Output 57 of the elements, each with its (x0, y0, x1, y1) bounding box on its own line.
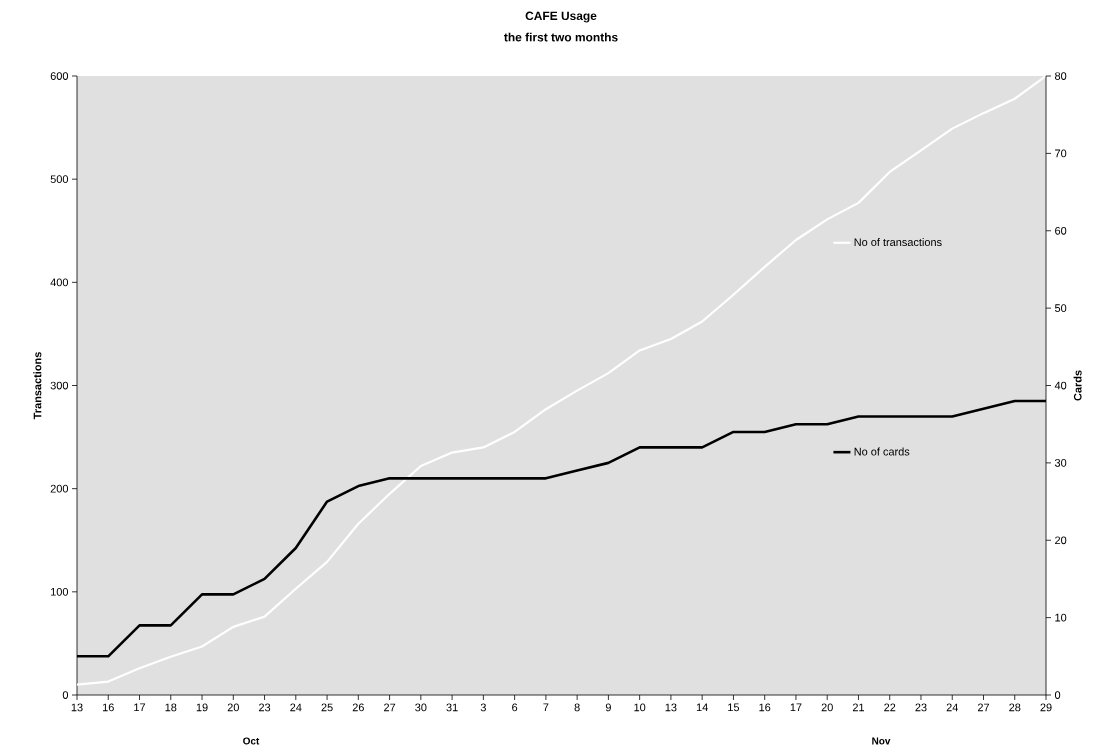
x-tick-label: 16 (759, 703, 771, 712)
x-tick-label: 7 (543, 703, 549, 712)
y-axis-title: Transactions (33, 352, 42, 420)
x-tick-label: 25 (321, 703, 333, 712)
x-tick-label: 18 (165, 703, 177, 712)
y-tick-label: 600 (50, 72, 69, 80)
y2-axis-title: Cards (1073, 370, 1082, 401)
x-tick-label: 16 (102, 703, 114, 712)
chart-subtitle: the first two months (504, 32, 618, 42)
x-tick-label: 19 (196, 703, 208, 712)
x-tick-label: 27 (977, 703, 990, 712)
x-tick-label: 20 (227, 703, 239, 712)
x-tick-label: 26 (352, 703, 364, 712)
chart-title: CAFE Usage (525, 11, 597, 23)
legend-label: No of cards (854, 447, 910, 456)
y-tick-label: 400 (50, 278, 69, 287)
y2-tick-label: 30 (1054, 459, 1067, 467)
y2-tick-label: 70 (1055, 149, 1067, 158)
y2-tick-label: 60 (1055, 226, 1067, 235)
x-tick-label: 28 (1009, 703, 1021, 712)
x-tick-label: 15 (728, 703, 740, 712)
x-tick-label: 29 (1040, 703, 1052, 712)
y-tick-label: 0 (62, 691, 69, 699)
x-tick-label: 22 (884, 703, 896, 712)
y-tick-label: 100 (51, 587, 69, 596)
y2-tick-label: 20 (1055, 536, 1067, 545)
y2-tick-label: 0 (1054, 691, 1061, 699)
y-tick-label: 300 (50, 381, 69, 390)
x-tick-label: 30 (415, 703, 427, 712)
x-tick-label: 31 (446, 703, 458, 712)
x-tick-label: 24 (290, 703, 302, 712)
y2-tick-label: 10 (1055, 613, 1067, 622)
legend-label: No of transactions (854, 238, 942, 247)
x-tick-label: 8 (574, 703, 580, 712)
x-tick-label: 23 (259, 703, 271, 712)
text: Nov (872, 737, 891, 745)
x-tick-label: 27 (384, 703, 396, 712)
y-tick-label: 500 (50, 175, 69, 184)
y-tick-label: 200 (50, 484, 69, 493)
x-tick-label: 23 (915, 703, 927, 712)
x-tick-label: 6 (512, 703, 518, 712)
x-tick-label: 14 (696, 703, 708, 712)
x-tick-label: 17 (790, 703, 802, 712)
x-tick-label: 20 (821, 703, 833, 712)
x-tick-label: 24 (946, 703, 958, 712)
x-tick-label: 3 (480, 703, 486, 712)
y2-tick-label: 80 (1055, 72, 1067, 80)
text: Oct (243, 737, 260, 745)
x-tick-label: 17 (134, 703, 146, 712)
y2-tick-label: 50 (1054, 304, 1067, 313)
y2-tick-label: 40 (1054, 381, 1067, 390)
line-series (77, 76, 1047, 686)
x-tick-label: 13 (665, 703, 677, 712)
x-tick-label: 9 (605, 703, 611, 712)
x-tick-label: 10 (634, 703, 646, 712)
x-tick-label: 13 (71, 703, 83, 712)
x-tick-label: 21 (852, 703, 865, 712)
